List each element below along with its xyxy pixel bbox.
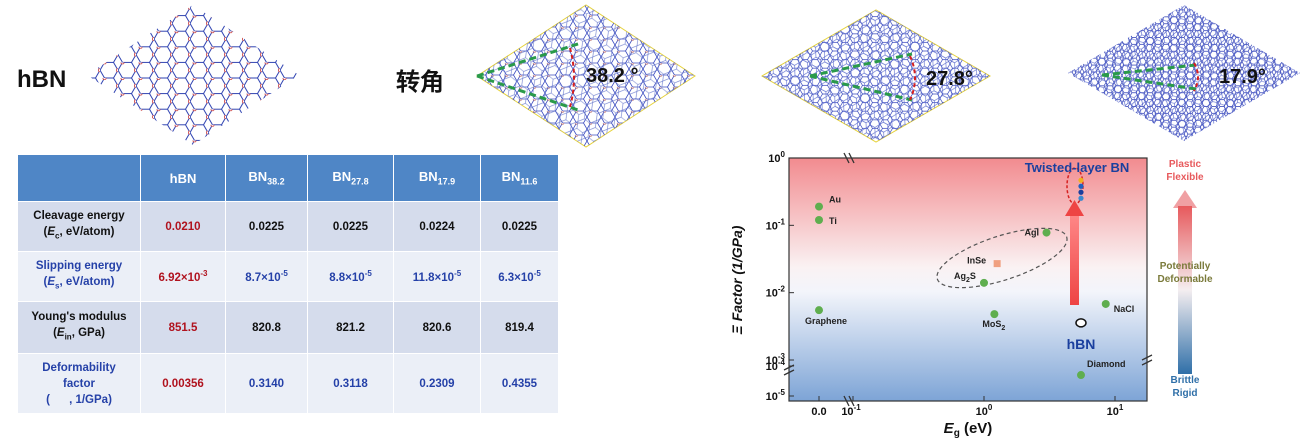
x-tick-label: 10-1 xyxy=(841,403,861,418)
table-cell: 820.6 xyxy=(393,301,481,354)
data-point xyxy=(1076,371,1085,380)
table-row: Cleavage energy (Ec, eV/atom) 0.0210 0.0… xyxy=(17,201,559,252)
twist-label: 转角 xyxy=(396,68,444,96)
table-cell: 851.5 xyxy=(140,301,226,354)
plot-area xyxy=(788,157,1148,402)
twist-38-lattice-image xyxy=(476,4,696,148)
data-point xyxy=(815,216,823,225)
twisted-bn-point xyxy=(1078,183,1084,189)
scale-label: Plastic xyxy=(1169,159,1202,170)
deformability-scale-arrow xyxy=(1173,190,1197,374)
table-header-hbn: hBN xyxy=(140,154,226,202)
table-cell: 8.8×10-5 xyxy=(307,251,394,302)
x-tick-label: 101 xyxy=(1107,403,1124,418)
row-label-cleavage: Cleavage energy (Ec, eV/atom) xyxy=(17,201,141,252)
table-cell: 819.4 xyxy=(480,301,559,354)
angle-38-label: 38.2 ° xyxy=(586,65,639,87)
data-point xyxy=(1101,299,1110,308)
insE-point xyxy=(993,260,1001,268)
point-label: Ag2S xyxy=(954,271,976,284)
table-row: Slipping energy (Es, eV/atom) 6.92×10-3 … xyxy=(17,251,559,302)
semiconductor-group-ellipse xyxy=(936,227,1068,289)
table-cell: 0.3118 xyxy=(307,353,394,414)
point-label: AgI xyxy=(1025,228,1040,238)
table-header-bn11: BN11.6 xyxy=(480,154,559,202)
twisted-bn-point xyxy=(1078,189,1084,195)
hbn-to-twisted-arrow xyxy=(1065,200,1084,305)
point-label: NaCl xyxy=(1114,304,1135,314)
table-cell: 11.8×10-5 xyxy=(393,251,481,302)
scale-label: Deformable xyxy=(1157,274,1212,285)
twist-17-lattice-image xyxy=(1068,5,1300,141)
scale-label: Rigid xyxy=(1173,388,1198,399)
row-label-slipping: Slipping energy (Es, eV/atom) xyxy=(17,251,141,302)
x-axis-title: Eg (eV) xyxy=(944,420,993,439)
angle-27-label: 27.8° xyxy=(926,68,973,90)
angle-17-label: 17.9° xyxy=(1219,66,1266,88)
table-header-bn27: BN27.8 xyxy=(307,154,394,202)
hbn-label: hBN xyxy=(17,66,67,93)
y-tick-label: 10-2 xyxy=(766,285,786,300)
properties-table: hBN BN38.2 BN27.8 BN17.9 BN11.6 Cleavage… xyxy=(17,154,559,414)
point-label: hBN xyxy=(1067,336,1096,352)
data-point xyxy=(1042,228,1051,237)
table-cell: 0.4355 xyxy=(480,353,559,414)
table-cell: 0.0210 xyxy=(140,201,226,252)
table-cell: 0.3140 xyxy=(225,353,308,414)
table-header-blank xyxy=(17,154,141,202)
table-row: Deformability factor ( , 1/GPa) 0.00356 … xyxy=(17,353,559,414)
table-row: Young's modulus (Ein, GPa) 851.5 820.8 8… xyxy=(17,301,559,354)
scale-label: Brittle xyxy=(1171,375,1200,386)
y-tick-label: 10-1 xyxy=(766,217,786,232)
table-cell: 820.8 xyxy=(225,301,308,354)
table-cell: 821.2 xyxy=(307,301,394,354)
table-cell: 6.3×10-5 xyxy=(480,251,559,302)
twisted-bn-point xyxy=(1078,177,1084,183)
table-cell: 6.92×10-3 xyxy=(140,251,226,302)
data-point xyxy=(815,202,823,211)
table-cell: 0.2309 xyxy=(393,353,481,414)
table-cell: 0.0224 xyxy=(393,201,481,252)
point-label: Diamond xyxy=(1087,359,1126,369)
table-header-bn38: BN38.2 xyxy=(225,154,308,202)
data-point xyxy=(980,278,988,287)
y-axis-title: Ξ Factor (1/GPa) xyxy=(729,225,745,335)
scale-label: Flexible xyxy=(1166,172,1204,183)
table-header-row: hBN BN38.2 BN27.8 BN17.9 BN11.6 xyxy=(17,154,559,202)
x-tick-label: 0.0 xyxy=(811,406,826,418)
y-tick-label: 10-5 xyxy=(766,388,786,403)
twist-27-lattice-image xyxy=(761,9,991,143)
point-label: Graphene xyxy=(805,316,847,326)
x-tick-label: 100 xyxy=(976,403,993,418)
table-cell: 0.0225 xyxy=(307,201,394,252)
table-cell: 0.0225 xyxy=(480,201,559,252)
hbn-point xyxy=(1075,318,1087,328)
data-point xyxy=(990,310,999,319)
table-cell: 8.7×10-5 xyxy=(225,251,308,302)
twisted-bn-title: Twisted-layer BN xyxy=(1025,160,1130,175)
twisted-bn-point xyxy=(1078,195,1084,201)
point-label: InSe xyxy=(967,256,986,266)
y-tick-label: 100 xyxy=(768,150,785,165)
point-label: Ti xyxy=(829,216,837,226)
hbn-lattice-image xyxy=(87,5,299,145)
point-label: MoS2 xyxy=(982,319,1005,332)
table-cell: 0.00356 xyxy=(140,353,226,414)
data-point xyxy=(815,306,823,315)
point-label: Au xyxy=(829,195,841,205)
y-tick-label: 10-4 xyxy=(766,358,786,373)
table-header-bn17: BN17.9 xyxy=(393,154,481,202)
table-cell: 0.0225 xyxy=(225,201,308,252)
scale-label: Potentially xyxy=(1160,261,1211,272)
row-label-deformability: Deformability factor ( , 1/GPa) xyxy=(17,353,141,414)
row-label-youngs: Young's modulus (Ein, GPa) xyxy=(17,301,141,354)
